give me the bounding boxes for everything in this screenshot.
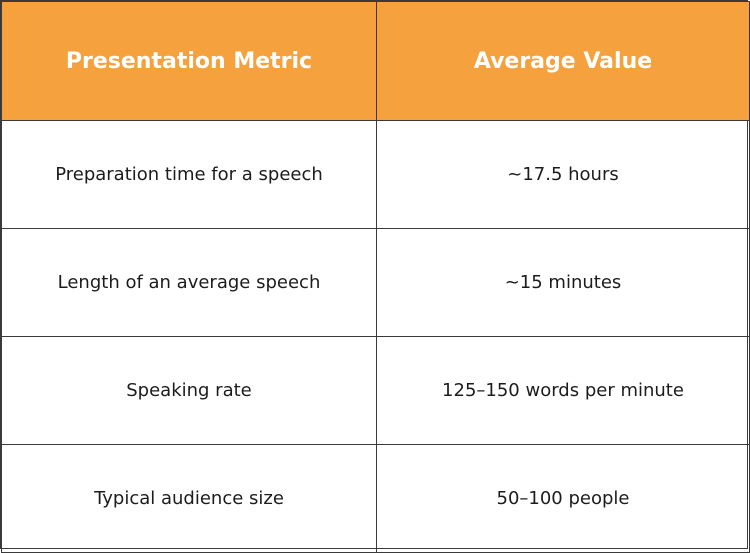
value-cell: 125–150 words per minute [376, 336, 750, 445]
value-cell: 50–100 people [376, 444, 750, 553]
metric-cell: Speaking rate [1, 336, 377, 445]
metric-cell: Typical audience size [1, 444, 377, 553]
metric-cell: Preparation time for a speech [1, 120, 377, 229]
metric-cell: Length of an average speech [1, 228, 377, 337]
table-row: Preparation time for a speech ~17.5 hour… [1, 120, 750, 229]
value-cell: ~15 minutes [376, 228, 750, 337]
column-header-value: Average Value [376, 1, 750, 121]
table-header-row: Presentation Metric Average Value [1, 1, 750, 121]
table-row: Typical audience size 50–100 people [1, 444, 750, 553]
column-header-metric: Presentation Metric [1, 1, 377, 121]
value-cell: ~17.5 hours [376, 120, 750, 229]
table-row: Length of an average speech ~15 minutes [1, 228, 750, 337]
table-row: Speaking rate 125–150 words per minute [1, 336, 750, 445]
